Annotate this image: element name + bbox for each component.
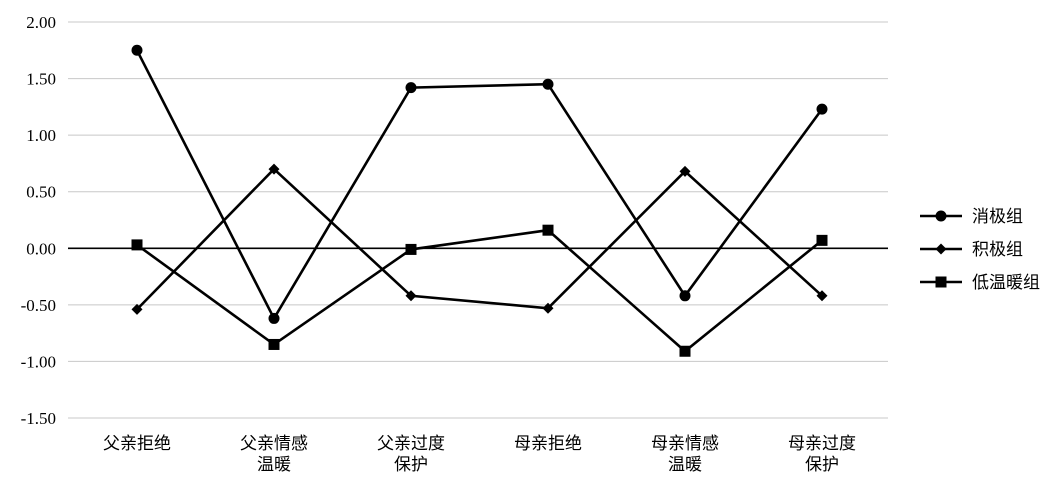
y-tick-label: 1.50 bbox=[26, 70, 56, 89]
y-tick-label: -1.50 bbox=[21, 409, 56, 428]
data-point bbox=[816, 103, 828, 115]
legend-label: 积极组 bbox=[972, 240, 1023, 260]
data-point bbox=[268, 163, 280, 175]
legend-marker bbox=[935, 276, 947, 288]
data-point bbox=[816, 290, 828, 302]
data-point bbox=[679, 290, 691, 302]
gridlines bbox=[68, 21, 888, 419]
x-category-label-line: 父亲过度 bbox=[377, 434, 445, 454]
y-tick-label: -1.00 bbox=[21, 352, 56, 371]
data-point bbox=[679, 345, 691, 357]
y-tick-label: -0.50 bbox=[21, 296, 56, 315]
data-point bbox=[131, 239, 143, 251]
x-category-label-line: 母亲拒绝 bbox=[514, 434, 582, 454]
legend-item: 消极组 bbox=[920, 207, 1023, 227]
data-point bbox=[542, 302, 554, 314]
x-category-label: 父亲拒绝 bbox=[103, 434, 171, 454]
legend-item: 积极组 bbox=[920, 240, 1023, 260]
legend-marker bbox=[935, 243, 947, 255]
series-line bbox=[136, 228, 823, 353]
data-point bbox=[405, 82, 417, 94]
y-tick-label: 0.50 bbox=[26, 183, 56, 202]
series-circle bbox=[131, 44, 828, 324]
data-point bbox=[131, 44, 143, 56]
x-category-label-line: 温暖 bbox=[257, 455, 291, 475]
data-point bbox=[268, 312, 280, 324]
series-diamond bbox=[131, 163, 828, 315]
legend-label: 低温暖组 bbox=[972, 273, 1040, 293]
x-category-label-line: 保护 bbox=[394, 455, 428, 475]
series-line bbox=[135, 49, 824, 322]
legend-marker bbox=[935, 210, 947, 222]
x-category-label-line: 母亲情感 bbox=[651, 434, 719, 454]
data-point bbox=[405, 243, 417, 255]
x-category-label: 母亲拒绝 bbox=[514, 434, 582, 454]
data-point bbox=[542, 224, 554, 236]
data-point bbox=[679, 165, 691, 177]
x-category-label-line: 温暖 bbox=[668, 455, 702, 475]
legend-item: 低温暖组 bbox=[920, 273, 1040, 293]
legend-label: 消极组 bbox=[972, 207, 1023, 227]
y-tick-label: 2.00 bbox=[26, 13, 56, 32]
series-lines bbox=[131, 44, 828, 357]
y-tick-label: 0.00 bbox=[26, 239, 56, 258]
x-category-label-line: 母亲过度 bbox=[788, 434, 856, 454]
x-category-label-line: 父亲情感 bbox=[240, 434, 308, 454]
data-point bbox=[816, 234, 828, 246]
x-category-label-line: 保护 bbox=[805, 455, 839, 475]
data-point bbox=[268, 338, 280, 350]
y-tick-label: 1.00 bbox=[26, 126, 56, 145]
series-square bbox=[131, 224, 828, 357]
data-point bbox=[405, 290, 417, 302]
data-point bbox=[542, 78, 554, 90]
y-axis-tick-labels: 2.00 1.50 1.00 0.50 0.00 -0.50 -1.00 -1.50 bbox=[21, 13, 56, 428]
data-point bbox=[131, 303, 143, 315]
series-line bbox=[136, 167, 823, 311]
x-category-label-line: 父亲拒绝 bbox=[103, 434, 171, 454]
